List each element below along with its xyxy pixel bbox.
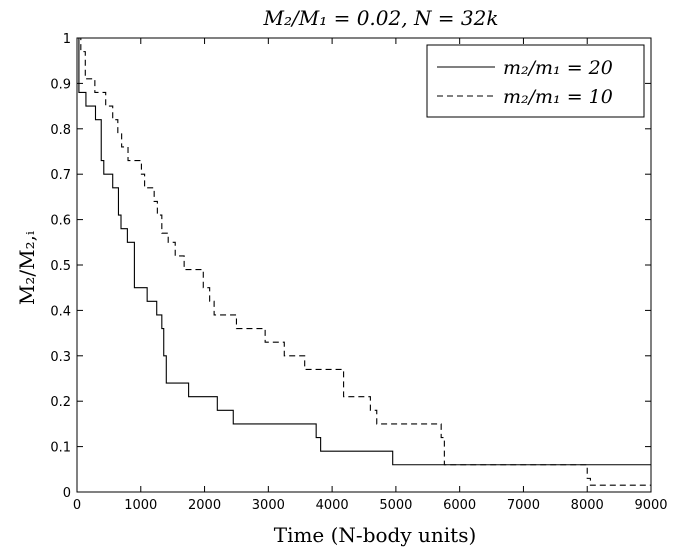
x-tick-label: 9000 (634, 498, 667, 513)
y-tick-label: 0.1 (50, 441, 71, 456)
x-tick-label: 6000 (443, 498, 476, 513)
y-axis-label: M₂/M₂,ᵢ (15, 231, 39, 305)
y-tick-label: 0.7 (50, 168, 71, 183)
legend-label-2: m₂/m₁ = 10 (503, 86, 613, 108)
x-tick-label: 7000 (507, 498, 540, 513)
y-tick-label: 0.8 (50, 123, 71, 138)
x-tick-label: 8000 (571, 498, 604, 513)
y-tick-label: 0.9 (50, 77, 71, 92)
legend: m₂/m₁ = 20 m₂/m₁ = 10 (426, 44, 645, 118)
legend-label-1: m₂/m₁ = 20 (503, 57, 613, 79)
series-line-1 (77, 37, 651, 466)
x-tick-label: 0 (73, 498, 81, 513)
y-tick-label: 0.2 (50, 395, 71, 410)
x-tick-label: 5000 (379, 498, 412, 513)
x-axis-label: Time (N-body units) (274, 523, 477, 547)
y-tick-label: 0.6 (50, 214, 71, 229)
y-tick-label: 0.5 (50, 259, 71, 274)
series-line-2 (77, 37, 651, 486)
legend-box (426, 44, 645, 118)
y-tick-label: 0 (63, 486, 71, 501)
x-tick-label: 1000 (124, 498, 157, 513)
x-tick-label: 4000 (316, 498, 349, 513)
plot-area: 0 1000 2000 3000 4000 5000 6000 7000 8000 9000 0 0.… (50, 32, 667, 513)
y-tick-label: 0.4 (50, 304, 71, 319)
chart-title: M₂/M₁ = 0.02, N = 32k (263, 6, 499, 30)
y-tick-label: 1 (63, 32, 71, 47)
x-tick-label: 3000 (252, 498, 285, 513)
y-tick-label: 0.3 (50, 350, 71, 365)
x-tick-label: 2000 (188, 498, 221, 513)
